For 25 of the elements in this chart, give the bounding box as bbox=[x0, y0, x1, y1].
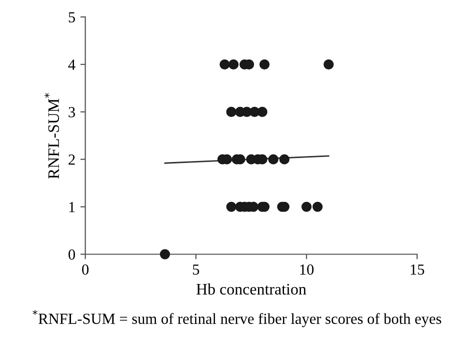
x-tick-label: 10 bbox=[300, 264, 314, 275]
point bbox=[220, 59, 230, 70]
point bbox=[228, 59, 239, 70]
y-tick-label: 3 bbox=[68, 107, 75, 118]
x-tick-label: 0 bbox=[82, 264, 89, 275]
point bbox=[160, 249, 170, 260]
y-tick-label: 5 bbox=[68, 12, 75, 22]
y-tick-label: 0 bbox=[68, 249, 76, 260]
x-axis-title: Hb concentration bbox=[196, 283, 306, 295]
point bbox=[259, 59, 270, 70]
point bbox=[268, 154, 278, 164]
text: $^{*}$RNFL-SUM = sum of retinal nerve fiber layer scores of both eyes bbox=[32, 310, 442, 328]
point bbox=[301, 202, 312, 212]
x-tick-label: 5 bbox=[192, 264, 200, 275]
point bbox=[279, 154, 290, 164]
y-tick-label: 1 bbox=[69, 202, 75, 212]
point bbox=[226, 106, 236, 117]
y-tick-label: 4 bbox=[68, 60, 76, 70]
y-axis-title: RNFL-SUM$^{*}$ bbox=[44, 92, 60, 179]
point bbox=[312, 202, 323, 212]
x-tick-label: 15 bbox=[410, 264, 424, 275]
y-tick-label: 2 bbox=[68, 154, 75, 165]
point bbox=[324, 59, 334, 70]
point bbox=[257, 106, 268, 117]
point bbox=[226, 202, 236, 212]
